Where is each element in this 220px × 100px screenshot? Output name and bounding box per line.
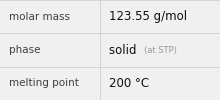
Text: phase: phase bbox=[9, 45, 40, 55]
Text: 123.55 g/mol: 123.55 g/mol bbox=[109, 10, 187, 23]
Text: melting point: melting point bbox=[9, 78, 79, 88]
Text: solid: solid bbox=[109, 44, 144, 56]
Text: molar mass: molar mass bbox=[9, 12, 70, 22]
Text: (at STP): (at STP) bbox=[144, 46, 177, 54]
Text: 200 °C: 200 °C bbox=[109, 77, 149, 90]
